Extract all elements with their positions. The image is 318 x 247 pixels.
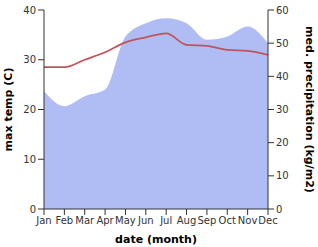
svg-text:10: 10 bbox=[276, 170, 289, 181]
svg-text:max temp (C): max temp (C) bbox=[8, 68, 15, 152]
svg-text:Oct: Oct bbox=[219, 215, 236, 226]
svg-text:20: 20 bbox=[276, 137, 289, 148]
svg-text:40: 40 bbox=[23, 5, 36, 16]
svg-text:Dec: Dec bbox=[258, 215, 277, 226]
svg-text:May: May bbox=[115, 215, 136, 226]
svg-text:40: 40 bbox=[276, 71, 289, 82]
svg-text:Feb: Feb bbox=[56, 215, 74, 226]
svg-text:date (month): date (month) bbox=[115, 233, 197, 246]
svg-text:Sep: Sep bbox=[197, 215, 216, 226]
svg-text:60: 60 bbox=[276, 5, 289, 16]
svg-text:30: 30 bbox=[276, 104, 289, 115]
svg-text:50: 50 bbox=[276, 38, 289, 49]
svg-text:20: 20 bbox=[23, 104, 36, 115]
svg-text:Nov: Nov bbox=[238, 215, 258, 226]
svg-text:Mar: Mar bbox=[75, 215, 95, 226]
svg-text:Apr: Apr bbox=[96, 215, 114, 226]
svg-text:0: 0 bbox=[276, 204, 282, 215]
svg-text:0: 0 bbox=[30, 204, 36, 215]
svg-text:Jul: Jul bbox=[159, 215, 172, 226]
svg-text:Jan: Jan bbox=[35, 215, 51, 226]
svg-text:Jun: Jun bbox=[137, 215, 154, 226]
svg-text:10: 10 bbox=[23, 154, 36, 165]
svg-text:Aug: Aug bbox=[177, 215, 197, 226]
svg-text:med. precipitation (kg/m2): med. precipitation (kg/m2) bbox=[303, 26, 310, 193]
svg-text:30: 30 bbox=[23, 54, 36, 65]
